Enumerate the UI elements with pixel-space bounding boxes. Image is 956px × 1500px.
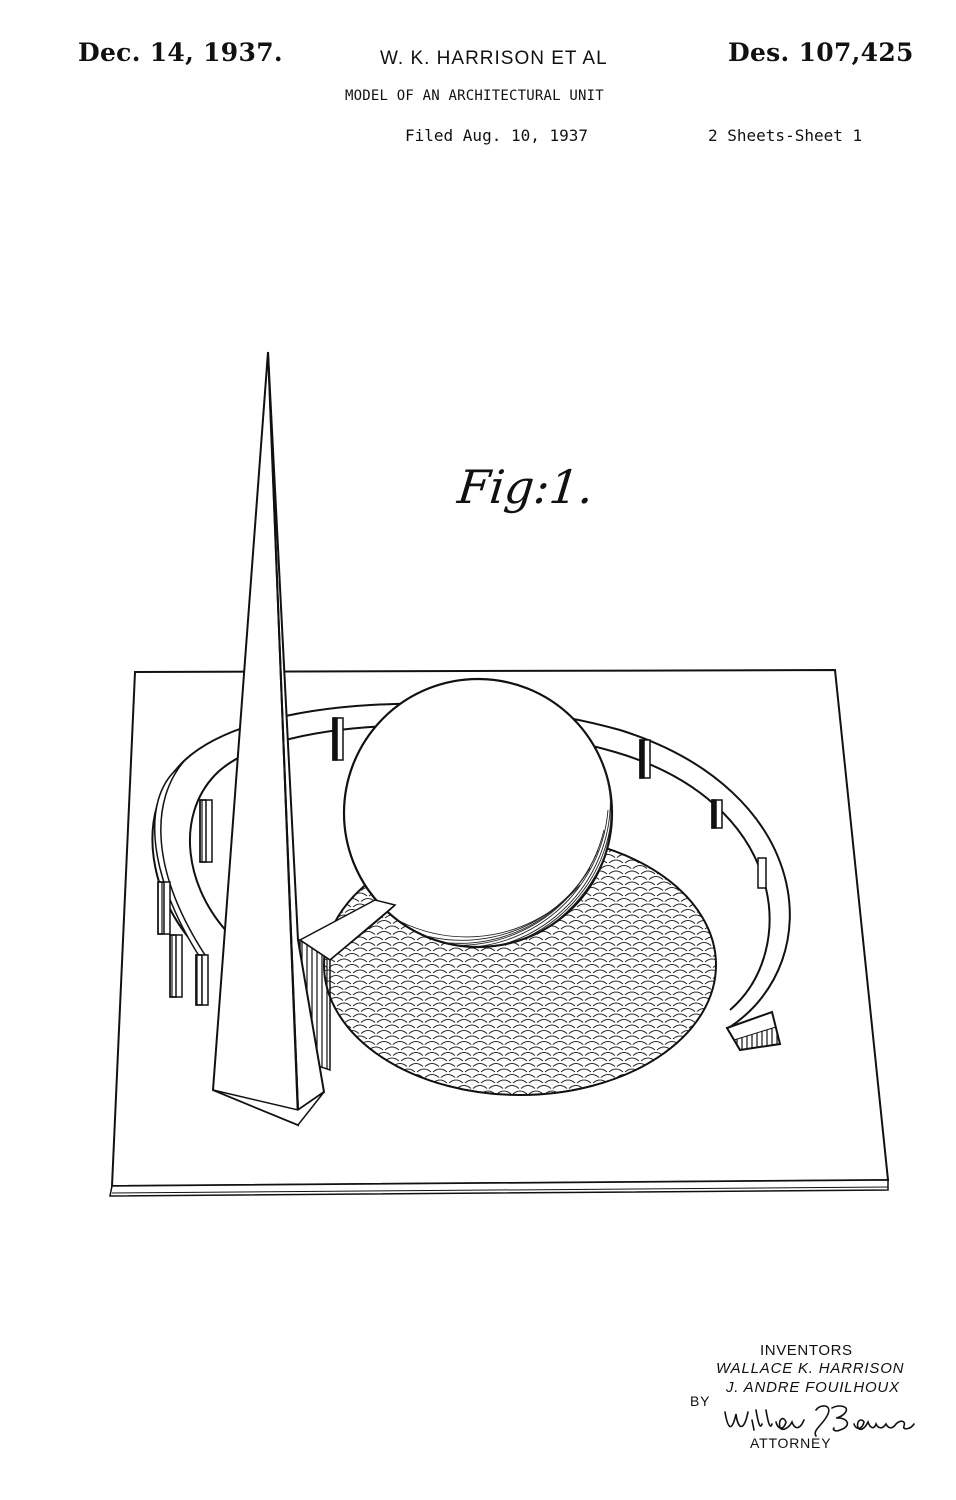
inventor-name-1: WALLACE K. HARRISON	[716, 1360, 904, 1377]
inventors-heading: INVENTORS	[760, 1342, 853, 1359]
attorney-label: ATTORNEY	[750, 1435, 831, 1451]
attorney-signature	[720, 1400, 930, 1440]
inventor-name-2: J. ANDRE FOUILHOUX	[726, 1379, 900, 1396]
by-label: BY	[690, 1393, 710, 1409]
